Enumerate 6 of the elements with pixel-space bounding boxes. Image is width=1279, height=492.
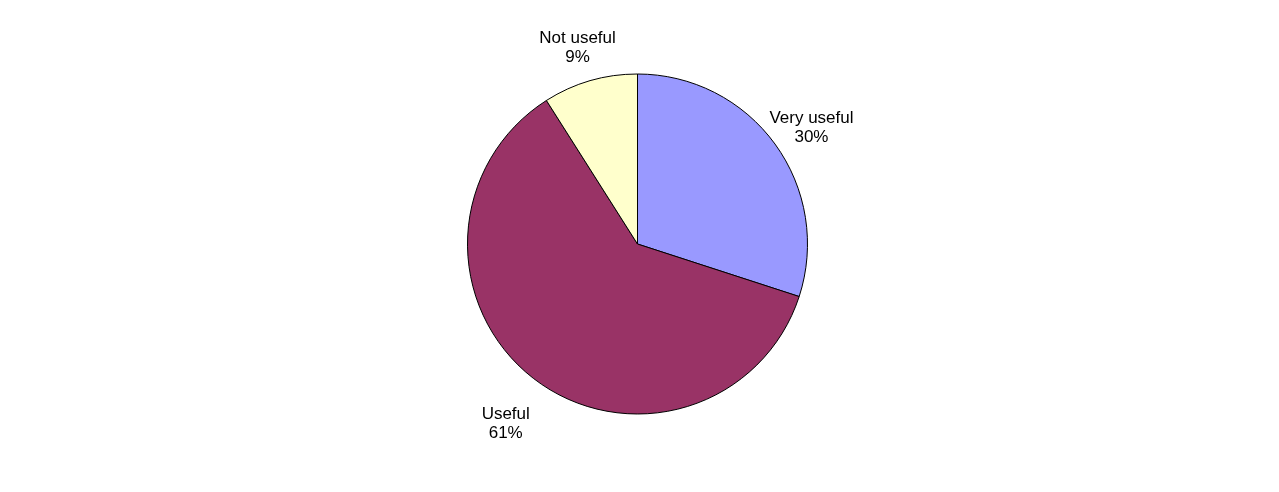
data-label: 30%	[794, 126, 829, 146]
slice-label: Not useful	[539, 27, 616, 47]
slice-label: Very useful	[769, 107, 854, 127]
slice-label: Useful	[481, 403, 530, 423]
data-label: 9%	[565, 46, 590, 66]
data-label: 61%	[488, 422, 523, 442]
